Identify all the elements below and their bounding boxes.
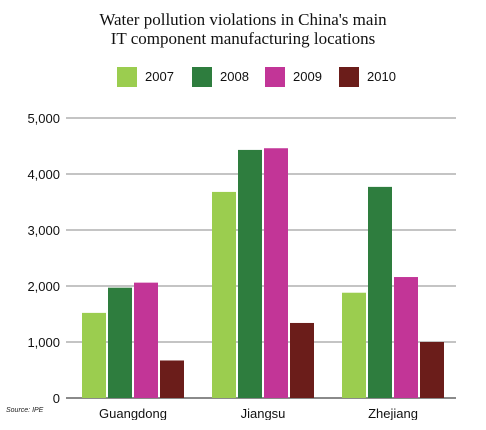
- bar-guangdong-2009: [134, 282, 158, 398]
- y-tick-label: 1,000: [27, 335, 60, 350]
- bar-zhejiang-2010: [420, 342, 444, 398]
- y-tick-label: 2,000: [27, 279, 60, 294]
- legend-label-2009: 2009: [293, 69, 322, 84]
- x-category-label: Jiangsu: [241, 406, 286, 420]
- bar-jiangsu-2007: [212, 191, 236, 398]
- x-category-label: Guangdong: [99, 406, 167, 420]
- bar-zhejiang-2008: [368, 186, 392, 398]
- bar-zhejiang-2009: [394, 277, 418, 398]
- bar-jiangsu-2010: [290, 322, 314, 398]
- bar-jiangsu-2009: [264, 148, 288, 398]
- y-tick-label: 5,000: [27, 111, 60, 126]
- chart-title: Water pollution violations in China's ma…: [0, 10, 486, 48]
- legend-swatch-2008: [192, 67, 212, 87]
- legend-label-2010: 2010: [367, 69, 396, 84]
- legend-swatch-2010: [339, 67, 359, 87]
- bar-guangdong-2010: [160, 360, 184, 398]
- x-category-label: Zhejiang: [368, 406, 418, 420]
- bar-jiangsu-2008: [238, 149, 262, 398]
- bar-guangdong-2007: [82, 312, 106, 398]
- legend: 2007 2008 2009 2010: [0, 66, 486, 90]
- y-tick-label: 4,000: [27, 167, 60, 182]
- bar-guangdong-2008: [108, 287, 132, 398]
- bar-zhejiang-2007: [342, 292, 366, 398]
- source-note: Source: IPE: [6, 407, 44, 414]
- legend-swatch-2009: [265, 67, 285, 87]
- legend-swatch-2007: [117, 67, 137, 87]
- bar-chart-plot: 0 1,000 2,000 3,000 4,000 5,000 Guangdong Jiang…: [27, 111, 456, 420]
- legend-label-2007: 2007: [145, 69, 174, 84]
- legend-label-2008: 2008: [220, 69, 249, 84]
- chart-title-line-1: Water pollution violations in China's ma…: [99, 10, 387, 29]
- y-tick-label: 0: [53, 391, 60, 406]
- y-tick-label: 3,000: [27, 223, 60, 238]
- chart-title-line-2: IT component manufacturing locations: [110, 29, 376, 48]
